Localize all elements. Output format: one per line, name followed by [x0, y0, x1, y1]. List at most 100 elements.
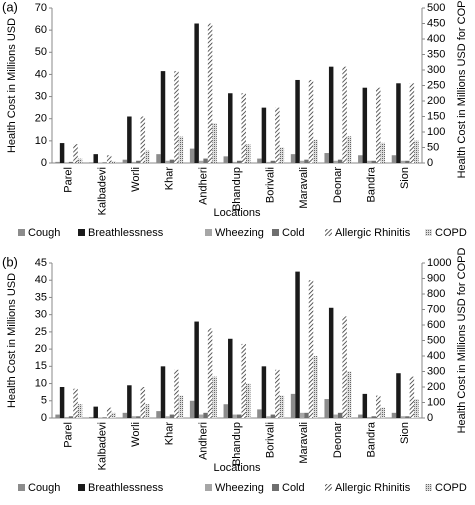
- y-axis-title: Health Cost in Millions USD: [6, 18, 18, 153]
- bar: [401, 416, 405, 418]
- bar: [304, 413, 308, 418]
- y2-tick-label: 400: [427, 350, 445, 362]
- panel-label: (b): [2, 254, 18, 269]
- bar: [372, 416, 376, 418]
- legend-swatch: [272, 229, 279, 236]
- bar: [241, 93, 245, 163]
- panel-label: (a): [2, 0, 18, 14]
- bar: [233, 162, 237, 163]
- legend-label: Cold: [282, 482, 305, 494]
- bar: [73, 389, 77, 418]
- bar: [212, 377, 216, 418]
- bar: [338, 160, 342, 163]
- legend-swatch: [78, 229, 85, 236]
- x-tick-label: Borivali: [265, 422, 277, 458]
- bar: [367, 417, 371, 418]
- y2-tick-label: 0: [427, 412, 433, 424]
- bar: [145, 151, 149, 163]
- y-axis-title: Health Cost in Millions USD: [6, 273, 18, 408]
- bar: [179, 396, 183, 418]
- bar: [237, 161, 241, 163]
- bar: [329, 67, 333, 163]
- bar: [246, 384, 250, 418]
- x-tick-label: Sion: [399, 422, 411, 444]
- bar: [401, 161, 405, 163]
- bar: [241, 344, 245, 418]
- x-tick-label: Maravali: [298, 422, 310, 464]
- bar: [309, 280, 313, 418]
- bar: [69, 162, 73, 163]
- legend-label: Allergic Rhinitis: [335, 227, 411, 239]
- bar: [123, 160, 127, 163]
- x-tick-label: Bhandup: [231, 422, 243, 466]
- bar: [367, 161, 371, 163]
- x-tick-label: Bandra: [365, 421, 377, 457]
- bar: [358, 155, 362, 163]
- y-tick-label: 70: [35, 2, 47, 14]
- legend-label: Breathlessness: [88, 227, 164, 239]
- bar: [228, 93, 232, 163]
- x-tick-label: Khar: [164, 167, 176, 191]
- y2-tick-label: 350: [427, 48, 445, 60]
- y2-tick-label: 200: [427, 381, 445, 393]
- y2-tick-label: 200: [427, 95, 445, 107]
- bar: [141, 117, 145, 164]
- y-tick-label: 15: [35, 360, 47, 372]
- x-axis-title: Locations: [213, 207, 261, 219]
- x-tick-label: Kalbadevi: [96, 167, 108, 215]
- bar: [194, 322, 198, 418]
- bar: [266, 162, 270, 163]
- y-tick-label: 5: [41, 395, 47, 407]
- bar: [262, 108, 266, 163]
- x-tick-label: Andheri: [197, 167, 209, 205]
- x-axis-title: Locations: [213, 462, 261, 474]
- y2-tick-label: 1000: [427, 257, 451, 269]
- legend-swatch: [425, 229, 432, 236]
- y-tick-label: 25: [35, 326, 47, 338]
- y2-tick-label: 500: [427, 334, 445, 346]
- bar: [102, 162, 106, 163]
- legend-swatch: [18, 484, 25, 491]
- bar: [291, 154, 295, 163]
- bar: [199, 415, 203, 418]
- y2-tick-label: 100: [427, 126, 445, 138]
- bar: [233, 415, 237, 418]
- bar: [295, 272, 299, 418]
- x-tick-label: Khar: [164, 422, 176, 446]
- legend-swatch: [425, 484, 432, 491]
- bar: [324, 153, 328, 163]
- bar: [165, 416, 169, 418]
- x-tick-label: Worli: [130, 167, 142, 192]
- y2-tick-label: 100: [427, 396, 445, 408]
- bar: [376, 88, 380, 163]
- bar: [300, 413, 304, 418]
- legend-swatch: [78, 484, 85, 491]
- bar: [246, 144, 250, 163]
- bar: [127, 385, 131, 418]
- bar: [295, 80, 299, 163]
- bar: [107, 408, 111, 418]
- bar: [132, 162, 136, 163]
- x-tick-label: Bandra: [365, 166, 377, 202]
- legend-swatch: [325, 484, 332, 491]
- bar: [190, 149, 194, 163]
- y2-tick-label: 300: [427, 64, 445, 76]
- bar: [275, 370, 279, 418]
- y2-tick-label: 300: [427, 365, 445, 377]
- bar: [333, 415, 337, 418]
- bar: [55, 162, 59, 163]
- y2-tick-label: 50: [427, 141, 439, 153]
- y2-tick-label: 450: [427, 17, 445, 29]
- bar: [363, 394, 367, 418]
- legend-label: Cough: [28, 227, 60, 239]
- x-tick-label: Parel: [63, 422, 75, 448]
- bar: [93, 154, 97, 163]
- y-tick-label: 40: [35, 68, 47, 80]
- bar: [304, 160, 308, 163]
- bar: [396, 373, 400, 418]
- legend-label: COPD: [435, 482, 467, 494]
- bar: [347, 136, 351, 163]
- bar: [93, 407, 97, 418]
- bar: [123, 413, 127, 418]
- y2-tick-label: 900: [427, 272, 445, 284]
